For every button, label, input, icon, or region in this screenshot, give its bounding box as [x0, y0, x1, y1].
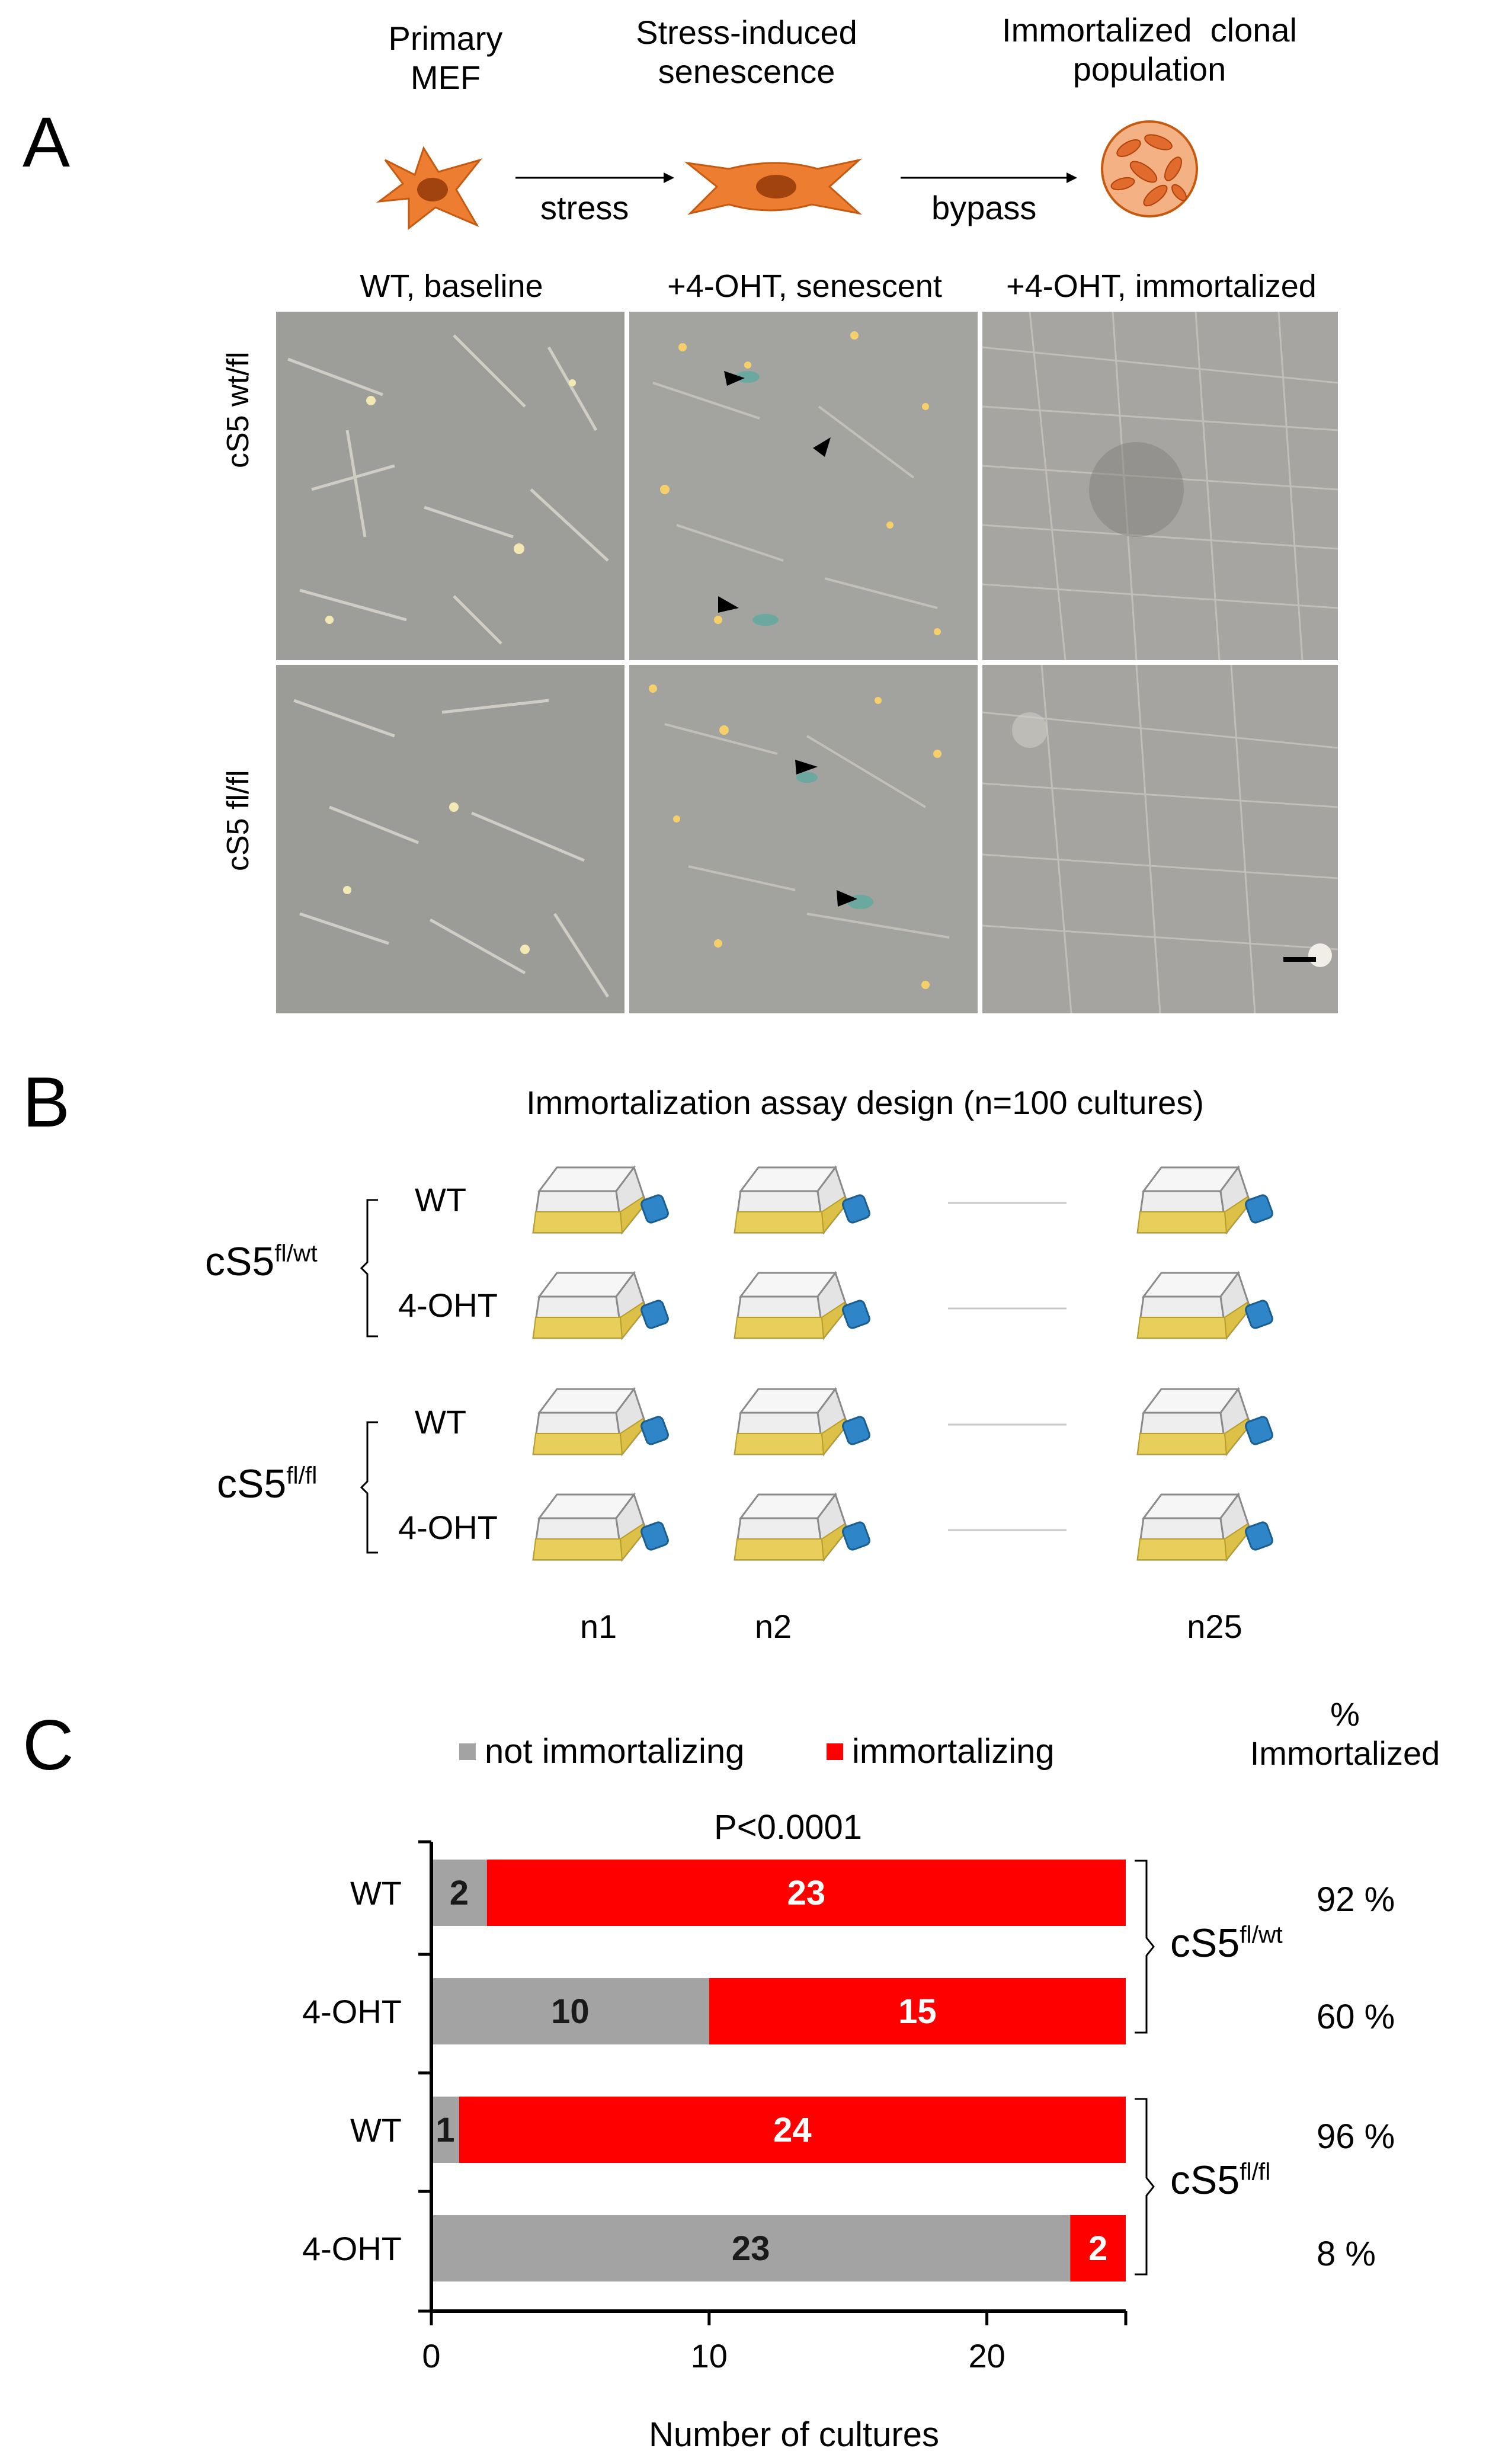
group-label-flfl: cS5fl/fl: [217, 1461, 318, 1506]
micrograph-flfl-senescent: [629, 665, 978, 1013]
bypass-arrow-label: bypass: [931, 189, 1037, 226]
immortalized-colony-icon: [1101, 120, 1198, 217]
x-tick-label-1: 10: [691, 2337, 728, 2375]
bar-immortalizing-1: [709, 1978, 1126, 2044]
y-tick-label-2: WT: [350, 2111, 402, 2149]
chart-group-label-flwt: cS5fl/wt: [1170, 1921, 1283, 1966]
bar-not-immortalizing-0: [431, 1860, 487, 1926]
pct-value-flwt-wt: 92 %: [1317, 1880, 1395, 1919]
stage-immortalized-label: Immortalized clonal population: [1002, 11, 1297, 88]
bar-value-label-1-2: 24: [773, 2111, 812, 2149]
stress-arrow: [515, 172, 674, 183]
brace-flfl: [360, 1421, 378, 1554]
bar-value-label-0-3: 23: [732, 2229, 770, 2268]
bar-value-label-1-1: 15: [898, 1992, 937, 2031]
y-tick-label-1: 4-OHT: [302, 1993, 402, 2030]
panel-c-letter: C: [23, 1705, 74, 1785]
x-tick-label-2: 20: [968, 2337, 1005, 2375]
brace-flwt: [360, 1199, 378, 1337]
group-brackets: [1135, 1860, 1155, 2276]
pct-value-flfl-wt: 96 %: [1317, 2117, 1395, 2156]
primary-mef-cell-icon: [376, 146, 483, 231]
legend-label-not-immortalizing: not immortalizing: [485, 1732, 745, 1771]
assay-design-title: Immortalization assay design (n=100 cult…: [526, 1084, 1204, 1121]
group-label-flwt: cS5fl/wt: [205, 1239, 318, 1284]
stage-senescence-label: Stress-induced senescence: [636, 14, 857, 90]
bar-value-label-1-3: 2: [1088, 2229, 1107, 2268]
col-label-n1: n1: [579, 1608, 617, 1645]
stress-arrow-label: stress: [540, 189, 629, 226]
bar-immortalizing-3: [1070, 2215, 1126, 2281]
bar-value-label-0-1: 10: [551, 1992, 590, 2031]
p-value-title: P<0.0001: [714, 1808, 862, 1847]
pct-value-flfl-4oht: 8 %: [1317, 2235, 1376, 2273]
bar-immortalizing-2: [459, 2097, 1126, 2163]
row-label-flwt-wt: WT: [415, 1181, 467, 1218]
row-label-flfl-4oht: 4-OHT: [398, 1509, 498, 1546]
legend-swatch-immortalizing: [827, 1743, 843, 1760]
bar-not-immortalizing-1: [431, 1978, 709, 2044]
row-label-flwt-4oht: 4-OHT: [398, 1287, 498, 1324]
row-label-flfl-wt: WT: [415, 1403, 467, 1441]
column-header-immortalized: +4-OHT, immortalized: [1006, 268, 1317, 304]
y-tick-label-0: WT: [350, 1874, 402, 1912]
panel-a-letter: A: [23, 103, 71, 182]
col-label-n25: n25: [1187, 1608, 1242, 1645]
bar-not-immortalizing-2: [431, 2097, 459, 2163]
micrograph-wtfl-immortalized: [982, 312, 1338, 660]
bar-value-label-1-0: 23: [787, 1874, 826, 1912]
x-tick-label-0: 0: [422, 2337, 440, 2375]
flask-grid: [532, 1166, 1275, 1561]
legend-label-immortalizing: immortalizing: [852, 1732, 1055, 1771]
bar-value-label-0-2: 1: [435, 2111, 454, 2149]
micrograph-flfl-immortalized: [982, 665, 1338, 1013]
panel-b-letter: B: [23, 1063, 71, 1142]
column-header-senescent: +4-OHT, senescent: [667, 268, 942, 304]
legend-swatch-not-immortalizing: [459, 1743, 476, 1760]
chart-group-label-flfl: cS5fl/fl: [1170, 2158, 1271, 2203]
bypass-arrow: [901, 172, 1077, 183]
bar-not-immortalizing-3: [431, 2215, 1071, 2281]
bar-value-label-0-0: 2: [450, 1874, 469, 1912]
micrograph-wtfl-senescent: [629, 312, 978, 660]
col-label-n2: n2: [754, 1608, 792, 1645]
bar-immortalizing-0: [486, 1860, 1126, 1926]
x-axis-label: Number of cultures: [649, 2415, 939, 2454]
stage-primary-mef-label: Primary MEF: [388, 20, 503, 96]
micrograph-wtfl-baseline: [276, 312, 624, 660]
pct-immortalized-header: % Immortalized: [1250, 1695, 1440, 1772]
pct-value-flwt-4oht: 60 %: [1317, 1998, 1395, 2036]
y-tick-label-3: 4-OHT: [302, 2230, 402, 2267]
senescent-cell-icon: [684, 158, 863, 215]
column-header-wt-baseline: WT, baseline: [360, 268, 543, 304]
micrograph-flfl-baseline: [276, 665, 624, 1013]
scale-bar: [1283, 957, 1316, 962]
